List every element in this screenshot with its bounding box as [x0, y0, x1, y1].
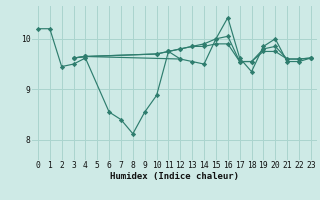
X-axis label: Humidex (Indice chaleur): Humidex (Indice chaleur): [110, 172, 239, 181]
